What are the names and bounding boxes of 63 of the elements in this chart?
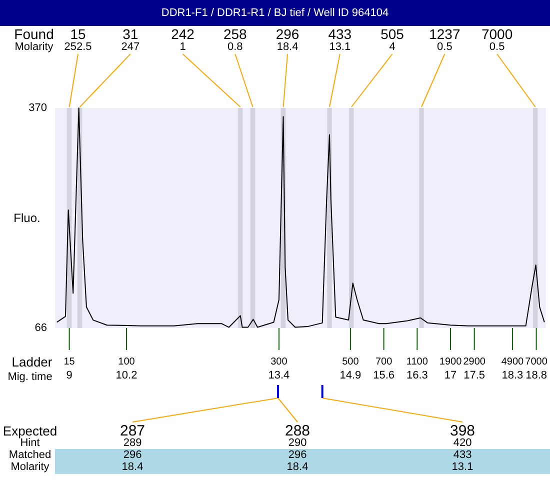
band-label: 242: [171, 26, 195, 42]
text: Found: [14, 26, 54, 42]
annotation: 288: [284, 422, 310, 440]
text: 252.5: [64, 41, 92, 53]
text: 18.4: [276, 41, 298, 53]
text: 289: [123, 437, 142, 449]
annotation: 700: [375, 356, 393, 368]
annotation: 2900: [463, 356, 486, 368]
annotation: 1900: [439, 356, 462, 368]
text: 0.5: [489, 41, 505, 53]
x-tick-label: 18.8: [526, 370, 548, 382]
x-tick-label: 16.3: [406, 370, 428, 382]
annotation: 100: [118, 356, 136, 368]
x-tick-label: 17.5: [464, 370, 486, 382]
text: 247: [121, 41, 140, 53]
band-label: 296: [276, 26, 300, 42]
x-tick-label: 13.4: [268, 370, 290, 382]
band-label: 1237: [429, 26, 460, 42]
x-tick-label: 10.2: [116, 370, 138, 382]
y-tick-label: 66: [34, 322, 47, 334]
y-axis-title: Fluo.: [14, 211, 40, 225]
text: Matched: [8, 449, 52, 461]
annotation: 398: [450, 422, 476, 440]
band-label: 258: [223, 26, 248, 42]
text: 13.1: [452, 461, 474, 473]
band-label: 433: [328, 26, 352, 42]
x-tick-label: 9: [66, 370, 72, 382]
text: Molarity: [14, 41, 54, 53]
annotation: 500: [342, 356, 360, 368]
y-tick-label: 370: [28, 102, 47, 114]
text: Ladder: [12, 354, 53, 370]
annotation: 7000: [525, 356, 548, 368]
annotation: 287: [120, 422, 146, 440]
annotation: 4900: [501, 356, 524, 368]
text: 1: [180, 41, 186, 53]
text: Hint: [20, 437, 40, 449]
text: 18.4: [122, 461, 144, 473]
text: 290: [288, 437, 307, 449]
text: 4: [389, 41, 396, 53]
text: 18.4: [286, 461, 308, 473]
band-label: 505: [380, 26, 404, 42]
x-tick-label: 17: [444, 370, 457, 382]
band-label: 7000: [481, 26, 513, 42]
text: 0.5: [437, 41, 452, 53]
x-axis-title: Mig. time: [8, 371, 52, 383]
text: Molarity: [10, 461, 50, 473]
text: 0.8: [227, 41, 243, 53]
x-tick-label: 15.6: [373, 370, 395, 382]
x-tick-label: 14.9: [340, 370, 362, 382]
annotation: 1100: [406, 356, 428, 368]
text: 13.1: [329, 41, 351, 53]
text: 433: [453, 449, 472, 461]
text: 296: [288, 449, 307, 461]
band-label: 31: [122, 26, 138, 42]
band-label: 15: [70, 26, 86, 42]
text: 420: [453, 437, 472, 449]
line-series: [56, 108, 545, 328]
annotation: 15: [64, 356, 76, 368]
text: Expected: [2, 424, 58, 438]
x-tick-label: 18.3: [502, 370, 524, 382]
chart-title: DDR1-F1 / DDR1-R1 / BJ tief / Well ID 964104: [161, 7, 389, 19]
annotation: 300: [270, 356, 288, 368]
text: 296: [123, 449, 142, 461]
